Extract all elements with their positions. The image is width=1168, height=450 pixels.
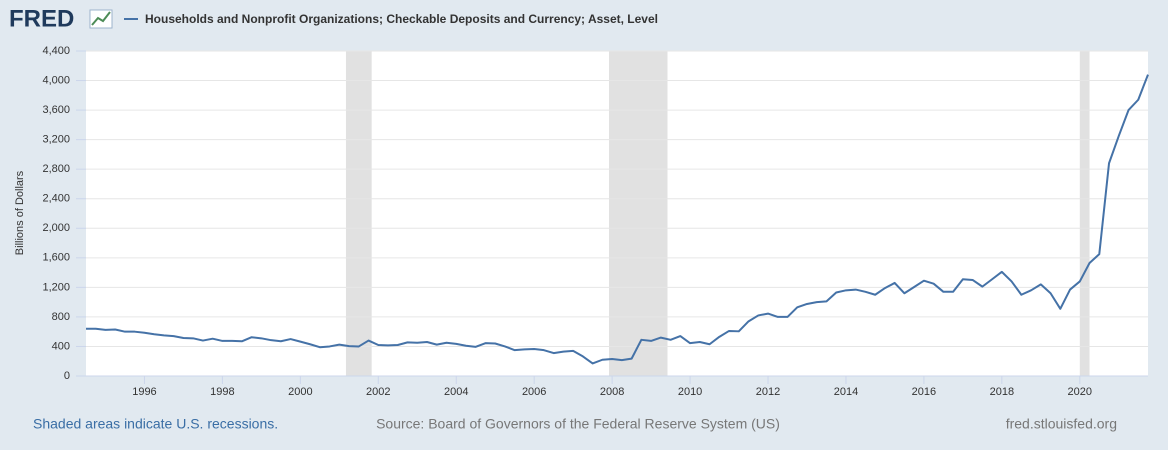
y-tick-label: 2,000 [42, 222, 70, 234]
x-tick-label: 2016 [912, 386, 936, 398]
recession-band [345, 51, 372, 376]
y-tick-label: 2,400 [42, 193, 70, 205]
legend-label: Households and Nonprofit Organizations; … [145, 12, 658, 26]
x-tick-label: 2000 [288, 386, 312, 398]
y-tick-label: 3,600 [42, 104, 70, 116]
y-tick-label: 4,000 [42, 74, 70, 86]
y-axis-label: Billions of Dollars [14, 170, 26, 255]
x-tick-label: 2018 [990, 386, 1014, 398]
y-tick-label: 4,400 [42, 45, 70, 57]
y-tick-label: 800 [52, 311, 70, 323]
x-tick-label: 2006 [522, 386, 546, 398]
x-tick-label: 2008 [600, 386, 624, 398]
recession-band [1079, 51, 1090, 376]
y-tick-label: 3,200 [42, 134, 70, 146]
recession-band [609, 51, 668, 376]
y-tick-label: 1,200 [42, 281, 70, 293]
y-tick-label: 1,600 [42, 252, 70, 264]
y-tick-label: 2,800 [42, 163, 70, 175]
x-tick-label: 2010 [678, 386, 702, 398]
x-tick-label: 2014 [834, 386, 858, 398]
x-tick-label: 2004 [444, 386, 468, 398]
x-tick-label: 2002 [366, 386, 390, 398]
x-tick-label: 1998 [210, 386, 234, 398]
logo: FRED [9, 5, 74, 32]
logo-icon [89, 9, 113, 29]
y-tick-label: 400 [52, 340, 70, 352]
x-tick-label: 2020 [1068, 386, 1092, 398]
series-line [86, 74, 1149, 365]
x-tick-label: 1996 [132, 386, 156, 398]
site[interactable]: fred.stlouisfed.org [1006, 416, 1117, 432]
x-tick-label: 2012 [756, 386, 780, 398]
recession-note[interactable]: Shaded areas indicate U.S. recessions. [33, 416, 278, 432]
y-tick-label: 0 [64, 370, 70, 382]
source: Source: Board of Governors of the Federa… [376, 416, 780, 432]
